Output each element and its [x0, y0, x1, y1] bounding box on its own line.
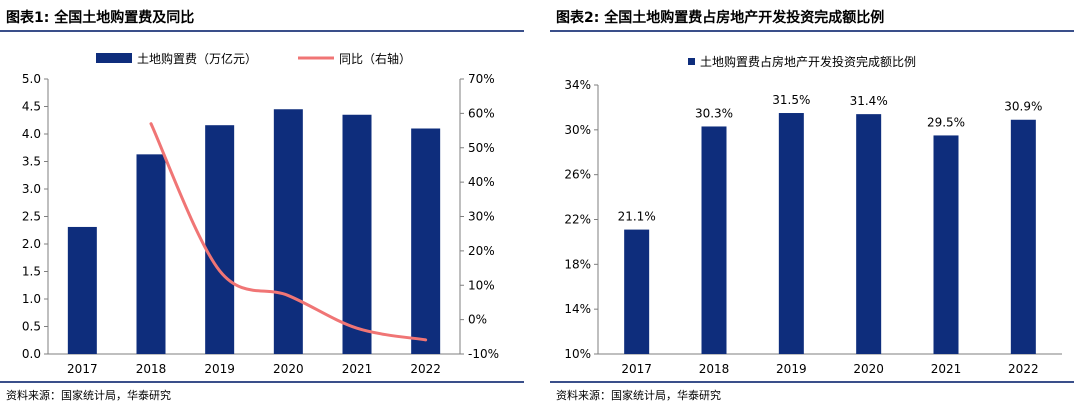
legend-swatch-bar: [688, 58, 695, 65]
chart-title: 图表2: 全国土地购置费占房地产开发投资完成额比例: [556, 10, 885, 26]
y-left-tick-label: 4.0: [22, 127, 41, 141]
bar: [701, 126, 727, 355]
y-right-tick-label: 30%: [468, 210, 495, 224]
x-tick-label: 2021: [931, 362, 962, 376]
y-left-tick-label: 3.5: [22, 155, 41, 169]
y-left-tick-label: 4.5: [22, 100, 41, 114]
x-tick-label: 2018: [136, 362, 167, 376]
y-right-tick-label: 0%: [468, 313, 487, 327]
legend-label-bar: 土地购置费（万亿元）: [137, 51, 257, 66]
bar: [624, 229, 650, 354]
y-left-tick-label: 1.0: [22, 292, 41, 306]
y-left-tick-label: 2.0: [22, 237, 41, 251]
y-right-tick-label: 20%: [468, 244, 495, 258]
bar: [136, 154, 166, 354]
bar-value-label: 21.1%: [618, 210, 656, 224]
source-divider: [550, 381, 1074, 383]
y-tick-label: 30%: [564, 123, 591, 137]
y-right-tick-label: 50%: [468, 141, 495, 155]
bar: [856, 114, 882, 355]
y-right-tick-label: 60%: [468, 106, 495, 120]
bar: [1010, 119, 1036, 354]
bar: [342, 114, 372, 354]
yoy-line: [149, 122, 428, 342]
y-tick-label: 22%: [564, 213, 591, 227]
bar-value-label: 31.4%: [850, 94, 888, 108]
source-divider: [0, 381, 524, 383]
y-right-tick-label: 40%: [468, 175, 495, 189]
bar-value-label: 30.3%: [695, 106, 733, 120]
bar-value-label: 31.5%: [772, 93, 810, 107]
legend-label-bar: 土地购置费占房地产开发投资完成额比例: [700, 54, 916, 69]
x-tick-label: 2022: [410, 362, 441, 376]
y-left-tick-label: 0.5: [22, 320, 41, 334]
y-tick-label: 26%: [564, 168, 591, 182]
x-tick-label: 2019: [776, 362, 807, 376]
x-tick-label: 2021: [342, 362, 373, 376]
title-divider: [550, 30, 1074, 32]
bar: [778, 113, 804, 354]
bar: [205, 125, 235, 354]
source-note: 资料来源：国家统计局，华泰研究: [556, 389, 721, 402]
y-tick-label: 10%: [564, 347, 591, 361]
bar-value-label: 30.9%: [1004, 100, 1042, 114]
bar: [933, 135, 959, 354]
land-cost-chart: 0.0 0.5 1.0 1.5 2.0 2.5 3.0 3.5 4.0 4.5 5.0 -10% 0% 1…: [22, 51, 499, 376]
bar-value-label: 29.5%: [927, 115, 965, 129]
y-tick-label: 14%: [564, 302, 591, 316]
y-left-tick-label: 0.0: [22, 347, 41, 361]
chart-panel-land-cost-share: 图表2: 全国土地购置费占房地产开发投资完成额比例 10% 14% 18% 22% 26…: [550, 0, 1080, 411]
x-tick-label: 2020: [273, 362, 304, 376]
x-tick-label: 2020: [853, 362, 884, 376]
chart-panel-land-cost: 图表1: 全国土地购置费及同比 0.0 0.5 1.0 1.5 2.0 2.5 3.0 3.5…: [0, 0, 530, 411]
y-left-tick-label: 1.5: [22, 265, 41, 279]
x-tick-label: 2017: [621, 362, 652, 376]
y-right-tick-label: 10%: [468, 278, 495, 292]
y-left-tick-label: 5.0: [22, 72, 41, 86]
x-tick-label: 2019: [204, 362, 235, 376]
title-divider: [0, 30, 524, 32]
bar: [67, 226, 97, 354]
legend-label-line: 同比（右轴）: [339, 51, 411, 66]
land-cost-share-chart: 10% 14% 18% 22% 26% 30% 34% 21.1% 30.3% 31.5% 31.4…: [564, 54, 1062, 376]
source-note: 资料来源：国家统计局，华泰研究: [6, 389, 171, 402]
bar: [411, 128, 441, 354]
y-tick-label: 34%: [564, 78, 591, 92]
y-left-tick-label: 3.0: [22, 182, 41, 196]
chart-title: 图表1: 全国土地购置费及同比: [6, 10, 195, 26]
y-left-tick-label: 2.5: [22, 210, 41, 224]
x-tick-label: 2017: [67, 362, 98, 376]
x-tick-label: 2018: [699, 362, 730, 376]
y-right-tick-label: -10%: [468, 347, 499, 361]
bar: [273, 109, 303, 354]
x-tick-label: 2022: [1008, 362, 1039, 376]
y-tick-label: 18%: [564, 257, 591, 271]
legend-swatch-bar: [96, 53, 132, 63]
y-right-tick-label: 70%: [468, 72, 495, 86]
